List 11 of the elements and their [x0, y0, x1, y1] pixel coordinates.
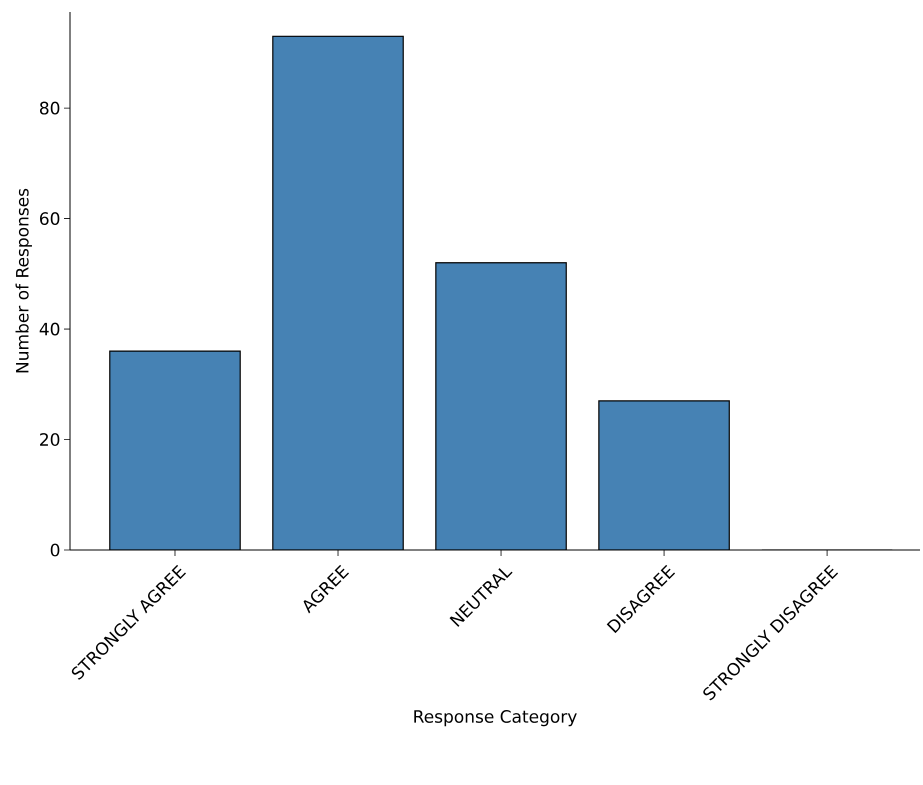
y-tick-label: 0: [50, 544, 60, 556]
y-tick-label: 60: [40, 212, 60, 225]
bar: [272, 36, 404, 550]
x-axis-title: Response Category: [414, 710, 577, 726]
bar: [109, 350, 241, 550]
y-tick-label: 40: [40, 322, 60, 336]
y-tick-label: 20: [40, 433, 60, 446]
y-tick-label: 80: [40, 102, 60, 115]
bar: [598, 400, 730, 550]
bar: [435, 262, 567, 550]
y-axis-title: Number of Responses: [16, 188, 32, 372]
